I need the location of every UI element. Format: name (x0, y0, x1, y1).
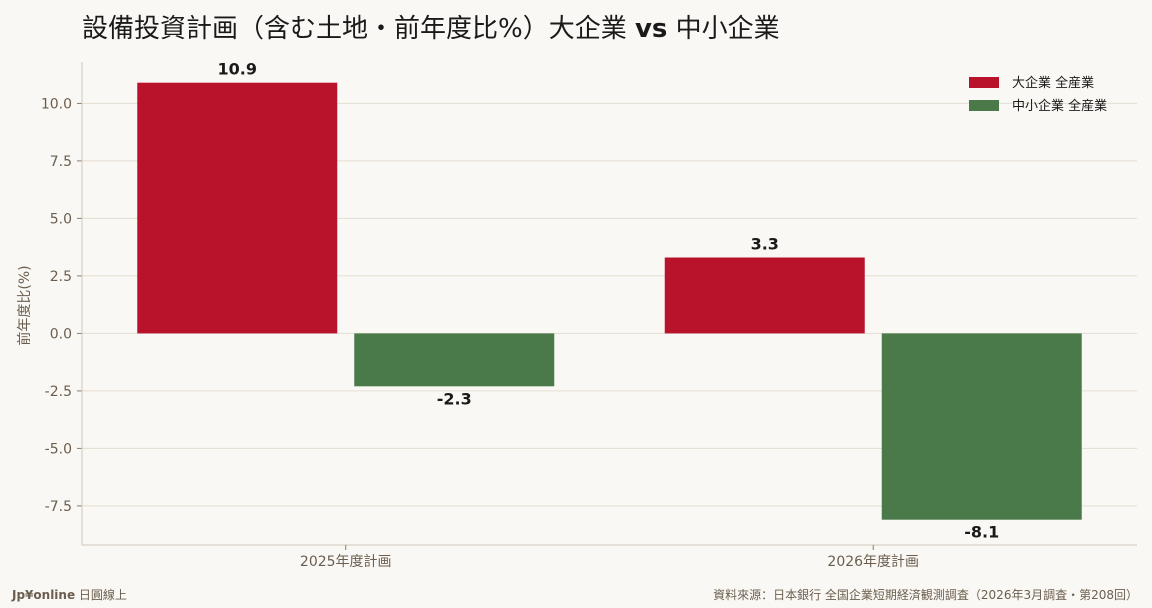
y-tick-label: -2.5 (45, 384, 72, 400)
y-tick-label: 7.5 (50, 154, 72, 170)
y-tick-label: 2.5 (50, 269, 72, 285)
footer-source: 資料來源：日本銀行 全国企業短期経済観測調査（2026年3月調査・第208回） (713, 588, 1138, 602)
x-tick-label: 2025年度計画 (300, 554, 392, 570)
bar (137, 82, 338, 334)
data-label: -2.3 (437, 389, 472, 408)
y-tick-label: -7.5 (45, 499, 72, 515)
title-vs: vs (634, 14, 668, 44)
footer-brand: Jp¥online 日圓線上 (12, 586, 127, 603)
legend-swatch (969, 100, 999, 111)
brand-subtitle: 日圓線上 (75, 588, 127, 602)
legend-label: 大企業 全産業 (1012, 75, 1094, 91)
y-tick-label: 0.0 (50, 326, 72, 342)
legend-label: 中小企業 全産業 (1012, 98, 1107, 114)
y-tick-label: -5.0 (45, 441, 72, 457)
title-tail: 中小企業 (667, 14, 780, 44)
bar (664, 257, 865, 334)
x-tick-label: 2026年度計画 (827, 554, 919, 570)
y-tick-label: 5.0 (50, 211, 72, 227)
y-axis-label: 前年度比(%) (16, 265, 33, 345)
data-label: 10.9 (218, 60, 257, 79)
title-main: 設備投資計画（含む土地・前年度比%）大企業 (82, 14, 635, 44)
data-label: -8.1 (964, 523, 999, 542)
legend-swatch (969, 77, 999, 88)
data-label: 3.3 (751, 235, 779, 254)
y-tick-label: 10.0 (41, 96, 72, 112)
chart-title: 設備投資計画（含む土地・前年度比%）大企業 vs 中小企業 (82, 8, 780, 45)
bar (881, 333, 1082, 520)
bar (354, 333, 555, 387)
brand-name: Jp¥online (12, 588, 76, 602)
